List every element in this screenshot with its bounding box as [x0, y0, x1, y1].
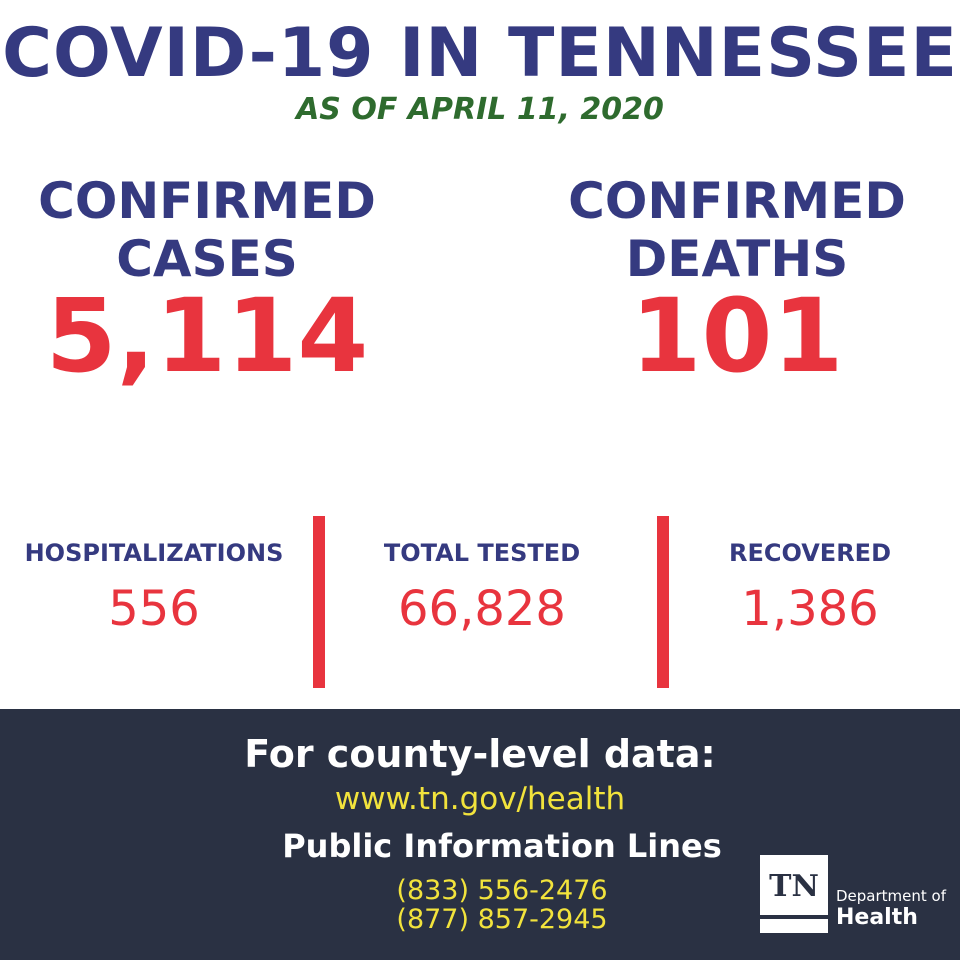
recovered-label: RECOVERED [728, 539, 891, 567]
logo-department-text: Department of [836, 887, 946, 905]
total-tested-label: TOTAL TESTED [383, 539, 581, 567]
divider-1 [313, 516, 325, 688]
logo-health-text: Health [836, 905, 918, 930]
divider-2 [657, 516, 669, 688]
tn-health-logo: TN Department of Health [760, 855, 950, 935]
health-website-link[interactable]: www.tn.gov/health [334, 781, 626, 817]
footer-heading: For county-level data: [244, 732, 716, 776]
phone-number-1[interactable]: (833) 556-2476 [396, 875, 608, 906]
confirmed-cases-label-line2: CASES [116, 230, 298, 288]
date-subtitle: AS OF APRIL 11, 2020 [296, 92, 664, 127]
phone-number-2[interactable]: (877) 857-2945 [396, 904, 608, 935]
confirmed-deaths-value: 101 [630, 277, 844, 396]
confirmed-cases-value: 5,114 [45, 277, 369, 396]
hospitalizations-label: HOSPITALIZATIONS [24, 539, 284, 567]
page-title: COVID-19 IN TENNESSEE [2, 14, 958, 93]
confirmed-deaths-label-line2: DEATHS [625, 230, 849, 288]
tn-logo-mark: TN [760, 855, 828, 933]
info-lines-heading: Public Information Lines [282, 827, 722, 865]
tn-logo-bar [760, 915, 828, 919]
hospitalizations-value: 556 [108, 581, 200, 637]
recovered-value: 1,386 [741, 581, 879, 637]
confirmed-cases-label-line1: CONFIRMED [38, 172, 376, 230]
tn-logo-text: TN [769, 869, 819, 904]
total-tested-value: 66,828 [398, 581, 566, 637]
footer-panel: For county-level data: www.tn.gov/health… [0, 709, 960, 960]
confirmed-cases-label: CONFIRMED CASES [0, 172, 414, 288]
confirmed-deaths-label-line1: CONFIRMED [568, 172, 906, 230]
confirmed-deaths-label: CONFIRMED DEATHS [530, 172, 944, 288]
